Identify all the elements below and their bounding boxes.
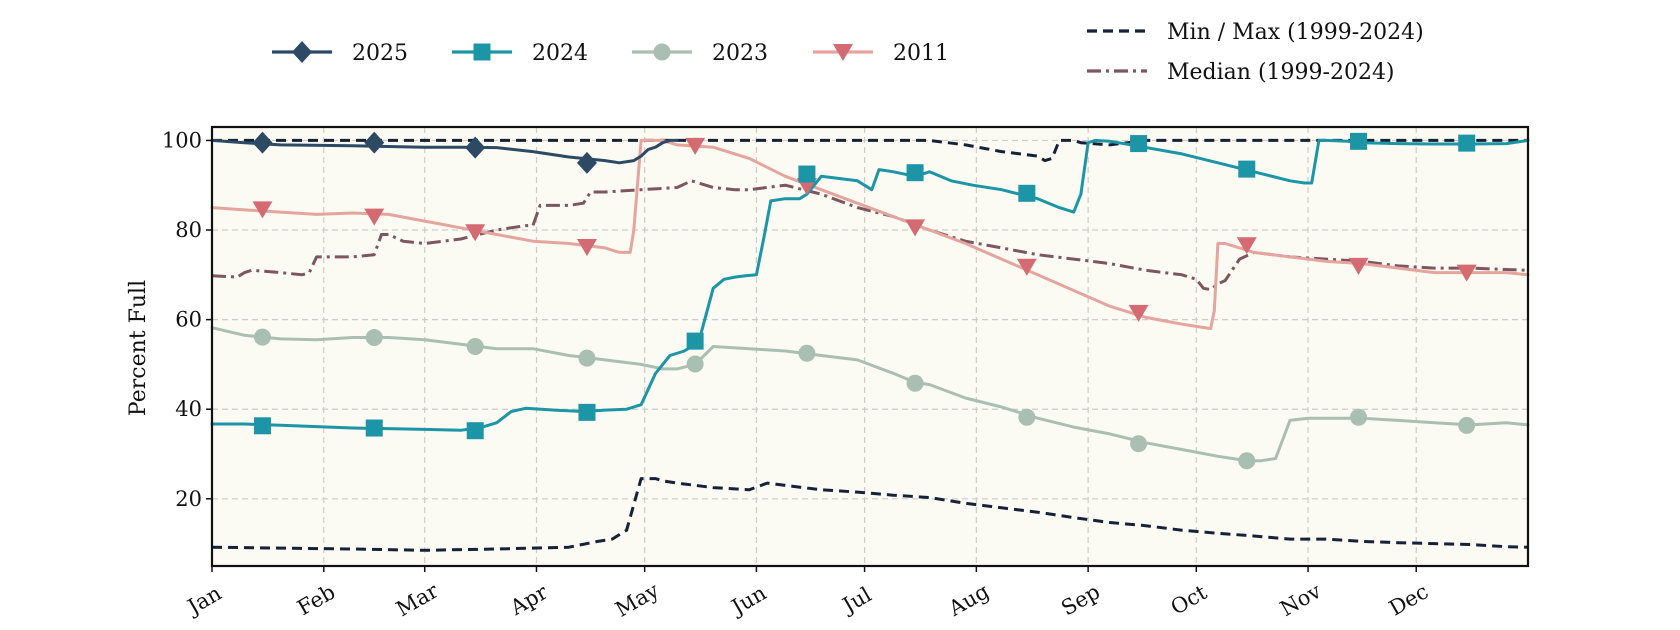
marker-2023 [1350,408,1368,426]
marker-2023 [578,349,596,367]
y-tick-label: 60 [175,308,202,332]
marker-2011 [1456,264,1477,282]
marker-2011 [465,224,486,242]
marker-2011 [1016,258,1037,276]
series-line-min-max-1999-2024-max [212,138,1528,163]
legend-item: 2024 [452,41,588,66]
marker-2011 [364,208,385,226]
marker-2023 [1458,416,1476,434]
marker-2025 [576,151,597,174]
grid-lines [212,127,1528,566]
marker-2024 [1238,160,1256,178]
x-tick-label: Jun [726,581,770,621]
marker-2024 [686,332,704,350]
marker-2023 [686,355,704,373]
legend-item: Median (1999-2024) [1087,60,1395,85]
marker-2024 [1458,134,1476,152]
legend-item: 2011 [813,41,949,66]
series-markers [252,131,1477,470]
marker-2023 [1238,452,1256,470]
x-axis-ticks: Jan Feb Mar Apr May Jun Jul Aug Sep Oct Nov Dec [182,566,1433,622]
x-tick-label: Aug [944,579,993,621]
marker-2024 [253,417,271,435]
marker-2023 [798,344,816,362]
marker-2011 [1128,304,1149,322]
x-tick-label: Nov [1276,579,1325,621]
legend-marker [473,43,491,61]
marker-2024 [798,165,816,183]
x-tick-label: Jan [182,581,226,620]
legend-item: 2023 [632,41,768,66]
legend-label: 2023 [712,41,768,66]
y-axis-title: Percent Full [126,280,151,416]
legend-label: 2024 [532,41,588,66]
series-line-2011 [210,138,1530,331]
marker-2024 [1350,132,1368,150]
marker-2011 [1348,257,1369,275]
marker-2024 [1018,184,1036,202]
marker-2025 [364,131,385,154]
marker-2024 [578,403,596,421]
marker-2025 [465,136,486,159]
series-line-min-max-1999-2024 [211,477,1529,552]
marker-2023 [253,328,271,346]
x-tick-label: Dec [1385,579,1433,620]
legend-label: Min / Max (1999-2024) [1167,20,1424,45]
x-tick-label: Jul [837,582,876,618]
legend-marker [653,43,671,61]
marker-2025 [252,131,273,154]
marker-2023 [906,374,924,392]
legend-label: 2011 [893,41,949,66]
y-tick-label: 100 [162,128,202,152]
y-tick-label: 80 [175,218,202,242]
legend-marker [292,41,312,63]
legend-label: 2025 [352,41,408,66]
marker-2011 [685,137,706,155]
x-tick-label: Feb [293,580,339,620]
x-tick-label: Apr [505,579,552,620]
x-tick-label: Mar [392,578,443,621]
series-line-2024 [210,138,1530,432]
marker-2023 [466,338,484,355]
marker-2011 [252,201,273,219]
plot-frame [210,125,1530,568]
marker-2011 [1236,237,1257,255]
legend-item: 2025 [272,41,408,66]
marker-2024 [365,419,383,437]
marker-2023 [1130,435,1148,453]
marker-2011 [576,239,597,257]
marker-2024 [1130,135,1148,153]
x-tick-label: Oct [1167,580,1212,620]
marker-2023 [365,329,383,347]
marker-2024 [906,164,924,182]
plot-background [212,127,1528,566]
x-tick-label: Sep [1057,579,1104,620]
legend-label: Median (1999-2024) [1167,60,1395,85]
legend: 2025 2024 2023 2011 Min / Max (1999-2024) Med… [272,20,1424,85]
marker-2011 [905,219,926,237]
y-tick-label: 40 [175,397,202,421]
marker-2024 [466,422,484,440]
y-axis-ticks: 20 40 60 80 100 [162,128,212,511]
y-tick-label: 20 [175,487,202,511]
legend-marker [833,44,853,61]
marker-2023 [1018,408,1036,426]
x-tick-label: May [611,578,663,622]
legend-item: Min / Max (1999-2024) [1087,20,1424,45]
